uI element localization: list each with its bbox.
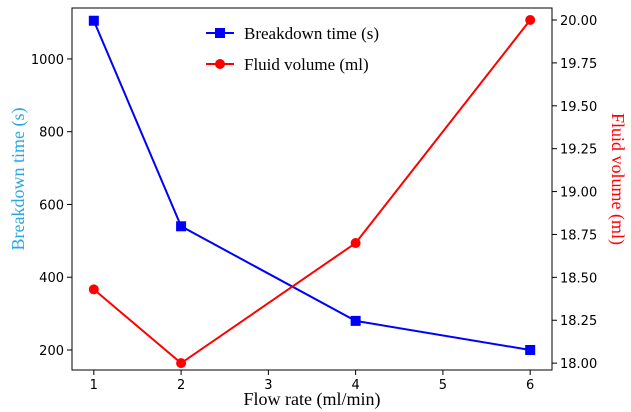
right-y-tick-label: 18.75 <box>560 228 597 243</box>
x-tick-label: 4 <box>351 378 359 393</box>
data-point-breakdown-time <box>176 221 187 232</box>
plot-frame <box>71 7 553 371</box>
data-point-breakdown-time <box>350 315 361 326</box>
right-y-tick-label: 20.00 <box>560 14 597 29</box>
x-tick-label: 2 <box>177 378 185 393</box>
series-line-breakdown-time <box>92 20 531 351</box>
legend-label-fluid-volume: Fluid volume (ml) <box>244 55 369 74</box>
series-layer <box>88 15 536 369</box>
left-y-axis-label: Breakdown time (s) <box>8 108 29 251</box>
right-y-tick-label: 19.00 <box>560 186 597 201</box>
left-y-tick-label: 600 <box>39 198 64 213</box>
legend-entry-fluid-volume: Fluid volume (ml) <box>206 55 369 74</box>
x-tick-label: 6 <box>526 378 534 393</box>
legend-entry-breakdown-time: Breakdown time (s) <box>206 24 379 43</box>
legend-label-breakdown-time: Breakdown time (s) <box>244 24 379 43</box>
data-point-fluid-volume <box>525 15 536 26</box>
left-y-tick-label: 200 <box>39 344 64 359</box>
right-y-tick-label: 19.50 <box>560 100 597 115</box>
x-axis-label: Flow rate (ml/min) <box>244 389 381 410</box>
right-y-axis-label: Fluid volume (ml) <box>607 113 628 245</box>
left-y-tick-label: 800 <box>39 126 64 141</box>
left-y-tick-label: 400 <box>39 271 64 286</box>
x-tick-label: 1 <box>90 378 98 393</box>
right-y-tick-label: 19.25 <box>560 143 597 158</box>
right-y-tick-label: 18.50 <box>560 271 597 286</box>
x-axis-ticks: 1 2 3 4 5 6 <box>90 370 534 393</box>
legend-circle-marker-icon <box>215 59 225 69</box>
right-y-axis-ticks: 18.00 18.25 18.50 18.75 19.00 19.25 19.50 19.75… <box>552 14 597 372</box>
x-tick-label: 3 <box>264 378 272 393</box>
left-y-tick-label: 1000 <box>31 53 64 68</box>
data-point-breakdown-time <box>88 15 99 26</box>
series-line-fluid-volume <box>93 19 531 365</box>
x-tick-label: 5 <box>439 378 447 393</box>
legend-square-marker-icon <box>215 28 225 38</box>
right-y-tick-label: 18.00 <box>560 357 597 372</box>
left-y-axis-ticks: 200 400 600 800 1000 <box>31 53 72 359</box>
data-point-fluid-volume <box>176 358 187 369</box>
right-y-tick-label: 19.75 <box>560 57 597 72</box>
right-y-tick-label: 18.25 <box>560 314 597 329</box>
data-point-fluid-volume <box>350 238 361 249</box>
data-point-fluid-volume <box>88 284 99 295</box>
data-point-breakdown-time <box>525 344 536 355</box>
legend: Breakdown time (s) Fluid volume (ml) <box>206 24 379 74</box>
